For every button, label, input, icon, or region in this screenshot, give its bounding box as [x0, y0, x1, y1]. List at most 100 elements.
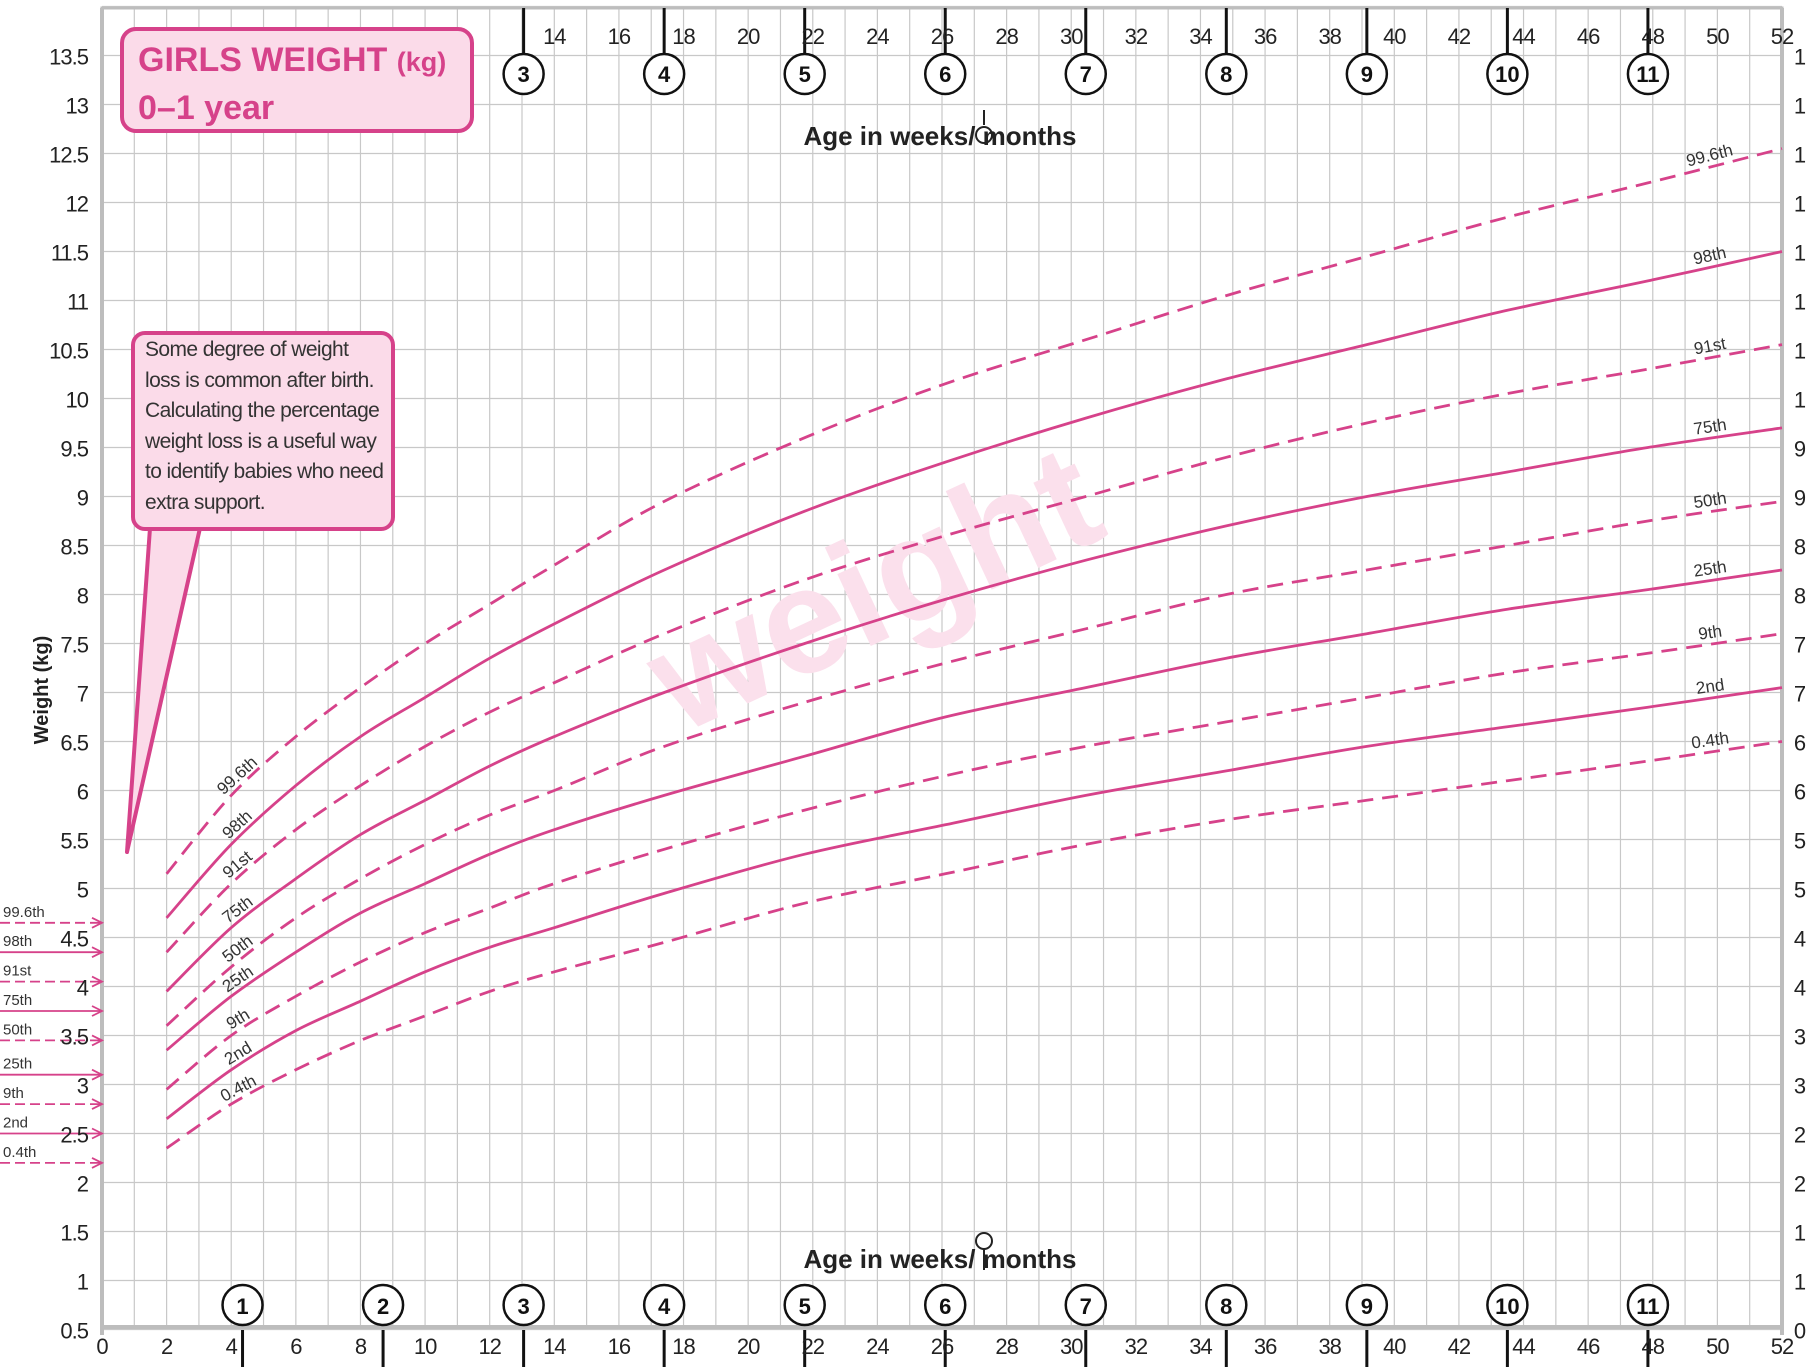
- y-tick-label-right: 4: [1794, 927, 1806, 952]
- month-circle-bottom: [1345, 1283, 1389, 1327]
- month-circle-bottom: [1626, 1283, 1670, 1327]
- month-label-top: 6: [939, 62, 951, 87]
- x-tick-label: 32: [1125, 1334, 1148, 1359]
- percentile-curve-91st: [165, 343, 1783, 954]
- percentile-curve-75th: [165, 426, 1783, 993]
- month-label-top: 8: [1220, 62, 1232, 87]
- y-tick-label: 2.5: [60, 1123, 88, 1148]
- x-tick-label-top: 36: [1254, 24, 1277, 49]
- month-circle-bottom: [923, 1283, 967, 1327]
- x-tick-label: 48: [1642, 1334, 1665, 1359]
- x-axis-title-top: Age in weeks/ months: [803, 121, 1076, 151]
- x-tick-label: 6: [290, 1334, 302, 1359]
- x-tick-label: 50: [1706, 1334, 1729, 1359]
- month-circle-top: [1345, 52, 1389, 96]
- y-tick-label-right: 8: [1794, 584, 1806, 609]
- x-tick-label-top: 52: [1771, 24, 1794, 49]
- month-circle-bottom: [783, 1283, 826, 1327]
- birth-marker-arrow: [91, 916, 105, 929]
- birth-marker-arrow: [91, 946, 105, 959]
- x-tick-label-top: 18: [672, 24, 695, 49]
- x-tick-label: 36: [1254, 1334, 1277, 1359]
- x-tick-label-top: 24: [866, 24, 889, 49]
- y-tick-label: 12.5: [49, 143, 89, 168]
- y-tick-label: 9: [77, 486, 89, 511]
- y-tick-label: 1.5: [60, 1221, 88, 1246]
- axis-title-circle-top: [975, 126, 993, 144]
- x-tick-label: 30: [1060, 1334, 1083, 1359]
- y-tick-label-right: 7: [1794, 682, 1806, 707]
- y-tick-label: 5.5: [60, 829, 88, 854]
- x-tick-label-top: 44: [1512, 24, 1535, 49]
- y-tick-label: 1: [77, 1270, 89, 1295]
- x-tick-label-top: 32: [1125, 24, 1148, 49]
- chart-title-unit: (kg): [396, 47, 447, 77]
- y-tick-label: 4: [77, 976, 89, 1001]
- x-tick-label: 20: [737, 1334, 760, 1359]
- month-circle-top: [1626, 52, 1670, 96]
- chart-title: GIRLS WEIGHT (kg): [138, 37, 456, 85]
- month-label-top: 4: [658, 62, 671, 87]
- x-tick-label: 14: [543, 1334, 566, 1359]
- y-tick-label-right: 5: [1794, 878, 1806, 903]
- y-tick-label: 4.5: [60, 927, 88, 952]
- y-tick-label: 11.5: [51, 241, 89, 266]
- month-circle-top: [502, 52, 545, 96]
- x-tick-label: 44: [1512, 1334, 1535, 1359]
- x-tick-label: 12: [478, 1334, 501, 1359]
- y-tick-label-right: 1: [1794, 94, 1806, 119]
- month-label-bottom: 10: [1495, 1294, 1519, 1319]
- month-label-bottom: 3: [517, 1294, 529, 1319]
- y-tick-label: 3.5: [60, 1025, 88, 1050]
- birth-marker-arrow: [91, 1034, 105, 1047]
- y-tick-label: 6: [77, 780, 89, 805]
- percentile-curve-99-6th: [165, 147, 1783, 875]
- callout-pointer: [125, 526, 202, 854]
- watermark-text: weight: [622, 411, 1124, 764]
- birth-marker-arrow: [91, 1127, 105, 1140]
- month-label-top: 3: [517, 62, 529, 87]
- x-tick-label: 26: [931, 1334, 954, 1359]
- y-tick-label-right: 1: [1794, 388, 1806, 413]
- percentile-curve-0-4th: [165, 740, 1783, 1150]
- month-circle-bottom: [502, 1283, 545, 1327]
- y-tick-label: 9.5: [60, 437, 88, 462]
- x-tick-label: 34: [1189, 1334, 1212, 1359]
- y-tick-label: 8.5: [60, 535, 88, 560]
- y-tick-label-right: 1: [1794, 290, 1806, 315]
- x-tick-label: 52: [1771, 1334, 1794, 1359]
- birth-marker-label: 0.4th: [3, 1144, 36, 1161]
- birth-marker-arrow: [91, 975, 105, 988]
- x-tick-label-top: 14: [543, 24, 566, 49]
- birth-marker-arrow: [91, 1005, 105, 1017]
- month-circle-bottom: [1205, 1283, 1248, 1327]
- month-label-bottom: 1: [236, 1294, 248, 1319]
- y-tick-label: 13.5: [49, 45, 89, 70]
- y-tick-label-right: 2: [1794, 1172, 1806, 1197]
- axes: [100, 6, 1784, 1335]
- y-tick-label-right: 1: [1794, 241, 1806, 266]
- tick-labels: 0.5 01 11.5 12 22.5 23 33.5 34 44.5 45 55.5 56 66.5 6…: [49, 24, 1806, 1359]
- x-tick-label: 28: [995, 1334, 1018, 1359]
- month-circle-bottom: [221, 1283, 264, 1327]
- month-circle-bottom: [1486, 1283, 1529, 1327]
- month-circle-top: [1064, 52, 1108, 96]
- percentile-curve-50th: [165, 500, 1783, 1027]
- x-tick-label: 40: [1383, 1334, 1406, 1359]
- percentile-label-left: 99.6th: [213, 753, 261, 799]
- month-label-top: 9: [1361, 62, 1373, 87]
- callout-note: Some degree of weight loss is common aft…: [131, 331, 395, 531]
- percentile-label-right: 2nd: [1695, 675, 1726, 698]
- month-circle-top: [642, 52, 686, 96]
- y-tick-label-right: 3: [1794, 1025, 1806, 1050]
- x-tick-label-top: 40: [1383, 24, 1406, 49]
- y-tick-label: 12: [66, 192, 89, 217]
- y-tick-label-right: 7: [1794, 633, 1806, 658]
- month-circle-top: [1205, 52, 1248, 96]
- y-tick-label: 6.5: [60, 731, 88, 756]
- x-tick-label: 22: [802, 1334, 825, 1359]
- month-label-bottom: 7: [1080, 1294, 1092, 1319]
- y-tick-label-right: 8: [1794, 535, 1806, 560]
